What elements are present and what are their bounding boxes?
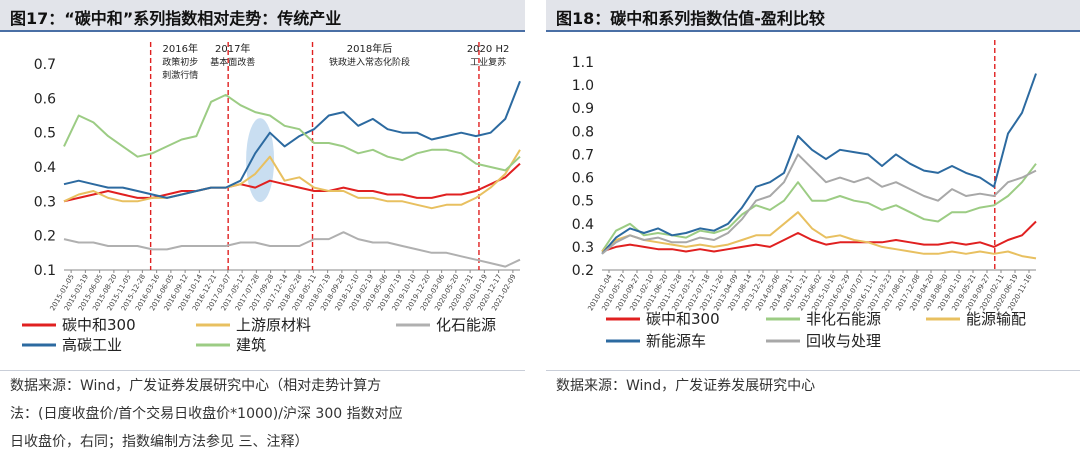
series-line-0 <box>63 162 521 203</box>
legend-label: 新能源车 <box>646 332 706 350</box>
source-note-line: 数据来源：Wind，广发证券发展研究中心（相对走势计算方 <box>10 378 382 394</box>
source-note-line: 数据来源：Wind，广发证券发展研究中心 <box>556 378 816 394</box>
series-line-1 <box>601 163 1037 253</box>
series-line-3 <box>601 73 1037 255</box>
legend-label: 能源输配 <box>966 310 1026 328</box>
series-line-3 <box>63 80 521 199</box>
legend-label: 非化石能源 <box>806 310 881 328</box>
figure-18-source-note: 数据来源：Wind，广发证券发展研究中心 <box>556 372 1072 400</box>
period-annotation: 2017年 <box>215 42 250 55</box>
y-tick-label: 0.9 <box>572 101 594 117</box>
y-tick-label: 0.6 <box>572 171 594 187</box>
figure-17-title: 图17：“碳中和”系列指数相对走势：传统产业 <box>10 9 342 28</box>
series-line-4 <box>63 93 521 172</box>
figure-18-chart: 0.20.30.40.50.60.70.80.91.01.12010-01-04… <box>572 40 1037 350</box>
y-tick-label: 0.7 <box>572 147 594 163</box>
highlight-ellipse <box>246 118 275 203</box>
period-annotation: 政策初步 <box>162 56 198 68</box>
legend-label: 上游原材料 <box>236 316 311 334</box>
series-line-0 <box>601 220 1037 253</box>
period-annotation: 2018年后 <box>347 42 392 55</box>
y-tick-label: 0.2 <box>34 229 56 245</box>
figure-18-note-divider <box>546 370 1080 371</box>
period-annotation: 基本面改善 <box>210 56 255 68</box>
y-tick-label: 0.4 <box>572 217 594 233</box>
y-tick-label: 0.7 <box>34 57 56 73</box>
y-tick-label: 0.5 <box>572 194 594 210</box>
y-tick-label: 1.1 <box>572 55 594 71</box>
period-annotation: 铁政进入常态化阶段 <box>329 56 410 68</box>
y-tick-label: 0.8 <box>572 124 594 140</box>
period-annotation: 2020 H2 <box>467 44 510 55</box>
figure-17-note-divider <box>0 370 525 371</box>
y-tick-label: 0.1 <box>34 263 56 279</box>
y-tick-label: 1.0 <box>572 78 594 94</box>
figure-17-header: 图17：“碳中和”系列指数相对走势：传统产业 <box>0 0 525 32</box>
legend-label: 碳中和300 <box>646 310 720 328</box>
period-annotation: 2016年 <box>163 42 198 55</box>
figure-17-source-note: 数据来源：Wind，广发证券发展研究中心（相对走势计算方 法：(日度收盘价/首个… <box>10 372 517 456</box>
figure-18-title: 图18：碳中和系列指数估值-盈利比较 <box>556 9 825 28</box>
legend-label: 碳中和300 <box>62 316 136 334</box>
legend-label: 建筑 <box>236 336 266 354</box>
series-line-4 <box>601 153 1037 255</box>
y-tick-label: 0.3 <box>34 194 56 210</box>
y-tick-label: 0.2 <box>572 263 594 279</box>
series-line-1 <box>63 149 521 210</box>
figure-18-header: 图18：碳中和系列指数估值-盈利比较 <box>546 0 1080 32</box>
source-note-line: 法：(日度收盘价/首个交易日收盘价*1000)/沪深 300 指数对应 <box>10 406 403 422</box>
figure-18-panel: 图18：碳中和系列指数估值-盈利比较 0.2 0.3 0.4 0.5 0.6 0.7 0.8… <box>546 0 1080 469</box>
series-line-2 <box>601 211 1037 260</box>
y-tick-label: 0.3 <box>572 240 594 256</box>
figure-17-chart: 0.10.20.30.40.50.60.72015-01-052015-03-1… <box>22 42 521 354</box>
legend-label: 高碳工业 <box>62 336 122 354</box>
period-annotation: 刺激行情 <box>162 69 198 81</box>
legend-label: 回收与处理 <box>806 332 881 350</box>
legend-label: 化石能源 <box>436 316 496 334</box>
source-note-line: 日收盘价，右同；指数编制方法参见 三、注释） <box>10 434 309 450</box>
period-annotation: 工业复苏 <box>470 56 506 68</box>
y-tick-label: 0.6 <box>34 91 56 107</box>
figure-17-panel: 图17：“碳中和”系列指数相对走势：传统产业 0.1 0.2 0.3 0.4 0.5 0.… <box>0 0 525 469</box>
y-tick-label: 0.5 <box>34 126 56 142</box>
y-tick-label: 0.4 <box>34 160 56 176</box>
series-line-2 <box>63 231 521 268</box>
